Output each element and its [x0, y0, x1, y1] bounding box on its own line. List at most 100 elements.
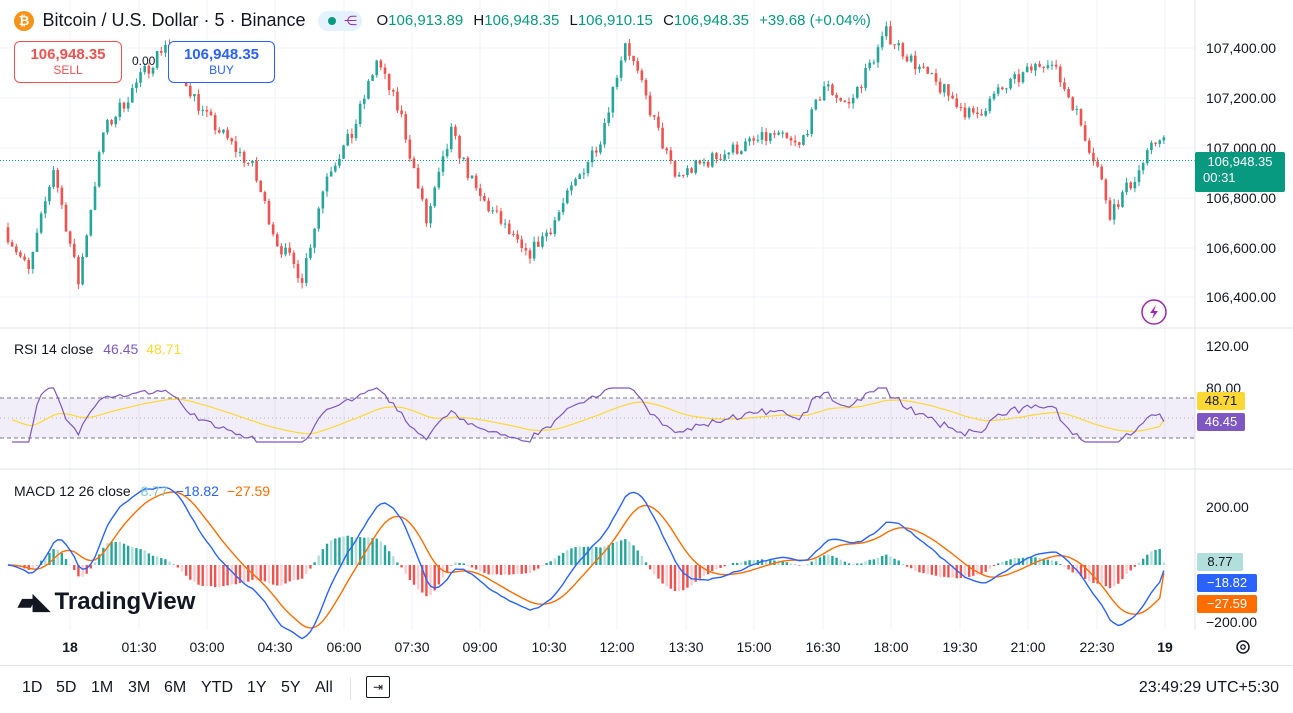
candle-body	[101, 132, 105, 153]
macd-hist-bar	[1088, 565, 1091, 582]
candle-body	[387, 73, 391, 91]
macd-hist-bar	[785, 562, 789, 565]
candle-body	[744, 141, 747, 152]
candle-body	[1054, 64, 1058, 67]
candle-body	[528, 250, 532, 259]
candle-body	[851, 97, 855, 104]
candle-body	[930, 73, 934, 75]
settings-gear-icon[interactable]	[1236, 640, 1250, 654]
macd-hist-bar	[673, 565, 677, 592]
macd-hist-bar	[470, 565, 474, 568]
macd-axis[interactable]: 200.00 −200.00	[1206, 499, 1257, 630]
candle-body	[441, 156, 445, 172]
macd-hist-bar	[404, 565, 407, 574]
candle-body	[1034, 63, 1037, 71]
candle-body	[839, 98, 843, 101]
macd-hist-bar	[392, 556, 395, 565]
candle-body	[259, 180, 263, 193]
candle-body	[727, 152, 731, 155]
clock[interactable]: 23:49:29 UTC+5:30	[1138, 679, 1279, 696]
tradingview-logo[interactable]: ▰◣ TradingView	[18, 588, 196, 615]
macd-hist-bar	[590, 546, 594, 565]
macd-hist-bar	[860, 563, 863, 565]
macd-hist-bar	[280, 565, 283, 586]
buy-button[interactable]: 106,948.35 BUY	[168, 41, 275, 83]
candle-body	[89, 209, 93, 236]
macd-hist-bar	[106, 543, 109, 565]
rsi-legend[interactable]: RSI 14 close 46.45 48.71	[14, 341, 182, 357]
timeframe-1y[interactable]: 1Y	[247, 679, 267, 696]
macd-hist-bar	[247, 565, 250, 582]
macd-hist-bar	[184, 565, 188, 576]
rsi-axis[interactable]: 120.00 80.00	[1206, 338, 1249, 396]
candle-body	[967, 108, 971, 118]
timeframe-5d[interactable]: 5D	[56, 679, 77, 696]
macd-hist-bar	[557, 555, 561, 565]
candle-body	[988, 98, 992, 111]
timeframe-1m[interactable]: 1M	[91, 679, 114, 696]
macd-hist-bar	[317, 555, 320, 565]
macd-hist-bar	[131, 546, 134, 565]
macd-hist-bar	[81, 565, 84, 577]
candle-body	[255, 160, 258, 181]
time-axis[interactable]: 18 01:30 03:00 04:30 06:00 07:30 09:00 10:30 12:…	[62, 639, 1173, 655]
chart-canvas[interactable]: 107,400.00 107,200.00 107,000.00 106,800…	[0, 0, 1293, 665]
symbol-title[interactable]: Bitcoin / U.S. Dollar · 5 · Binance	[42, 10, 306, 30]
goto-date-calendar-icon[interactable]: ⇥	[366, 676, 390, 698]
chart-grid	[0, 0, 1195, 630]
macd-hist-bar	[346, 535, 349, 565]
macd-hist-bar	[661, 565, 664, 584]
macd-hist-bar	[508, 565, 511, 575]
macd-hist-bar	[48, 552, 51, 565]
macd-hist-bar	[218, 565, 221, 588]
macd-legend[interactable]: MACD 12 26 close 8.77 −18.82 −27.59	[14, 483, 271, 499]
candle-body	[628, 43, 631, 56]
macd-hist-bar	[532, 565, 536, 571]
macd-hist-bar	[955, 565, 958, 579]
candle-body	[478, 188, 482, 196]
macd-hist-bar	[760, 559, 764, 565]
candle-body	[412, 158, 416, 168]
macd-hist-bar	[143, 550, 146, 565]
macd-hist-bar	[329, 540, 333, 565]
candle-body	[110, 120, 113, 125]
macd-hist-bar	[114, 541, 117, 565]
macd-hist-bar	[1030, 557, 1033, 565]
candle-body	[1141, 163, 1145, 171]
candle-body	[893, 44, 896, 46]
sell-button[interactable]: 106,948.35 SELL	[14, 41, 122, 83]
candle-body	[246, 162, 250, 164]
market-status-pill[interactable]: ⋲	[318, 10, 363, 31]
candle-body	[1104, 179, 1108, 201]
macd-hist-bar	[682, 565, 685, 591]
macd-hist-bar	[421, 565, 424, 593]
price-tick: 106,600.00	[1206, 240, 1276, 256]
time-tick: 03:00	[189, 639, 224, 655]
timeframe-1d[interactable]: 1D	[22, 679, 43, 696]
macd-hist-bar	[234, 565, 238, 585]
timeframe-5y[interactable]: 5Y	[281, 679, 301, 696]
timeframe-6m[interactable]: 6M	[164, 679, 187, 696]
lightning-icon[interactable]	[1141, 299, 1167, 325]
timeframe-ytd[interactable]: YTD	[201, 679, 233, 696]
timeframe-all[interactable]: All	[315, 679, 333, 696]
macd-hist-bar	[288, 565, 291, 582]
macd-hist-bar	[586, 546, 590, 565]
market-open-dot-icon	[328, 16, 337, 25]
macd-hist-bar	[1121, 565, 1124, 580]
timeframe-3m[interactable]: 3M	[128, 679, 151, 696]
candle-body	[822, 86, 826, 101]
macd-hist-bar	[980, 565, 983, 574]
macd-hist-bar	[77, 565, 80, 577]
macd-hist-bar	[1059, 564, 1062, 565]
macd-hist-bar	[744, 561, 747, 565]
macd-hist-bar	[669, 565, 673, 589]
macd-hist-bar	[1025, 557, 1029, 565]
candle-body	[27, 259, 31, 269]
macd-hist-bar	[151, 555, 155, 565]
candle-body	[992, 93, 996, 99]
macd-hist-bar	[102, 547, 105, 565]
candle-body	[768, 133, 772, 141]
macd-hist-bar	[847, 563, 851, 565]
macd-hist-bar	[205, 565, 209, 587]
